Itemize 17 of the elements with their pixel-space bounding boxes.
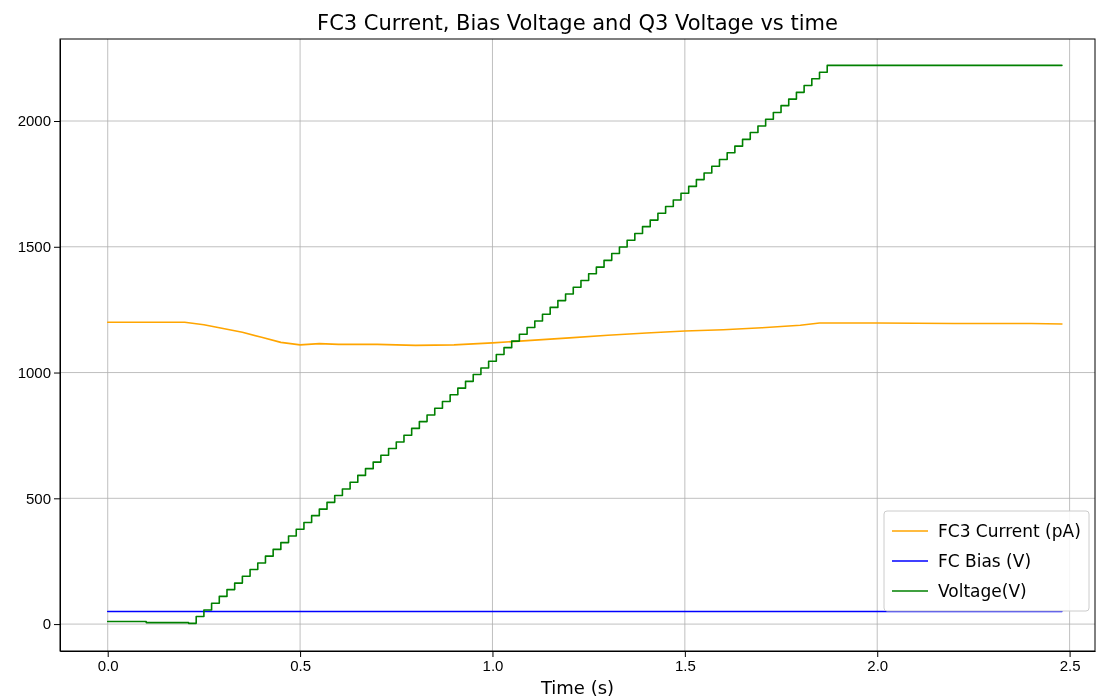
x-tick-label: 1.5 (674, 656, 696, 674)
y-tick-label: 0 (42, 615, 51, 633)
line-series (106, 321, 1063, 347)
y-tick-label: 1000 (17, 363, 51, 381)
y-tick-label: 500 (25, 489, 51, 507)
y-tick-label: 2000 (17, 112, 51, 130)
x-tick-label: 2.0 (867, 656, 889, 674)
legend-label: FC Bias (V) (938, 551, 1032, 571)
y-tick-label: 1500 (17, 238, 51, 256)
legend-label: Voltage(V) (938, 581, 1027, 601)
x-tick-label: 0.5 (290, 656, 312, 674)
x-axis-title: Time (s) (539, 677, 615, 698)
legend-label: FC3 Current (pA) (938, 521, 1081, 541)
x-tick-label: 2.5 (1059, 656, 1081, 674)
x-tick-label: 0.0 (97, 656, 119, 674)
x-tick-label: 1.0 (482, 656, 504, 674)
chart-title: FC3 Current, Bias Voltage and Q3 Voltage vs time (317, 11, 838, 35)
